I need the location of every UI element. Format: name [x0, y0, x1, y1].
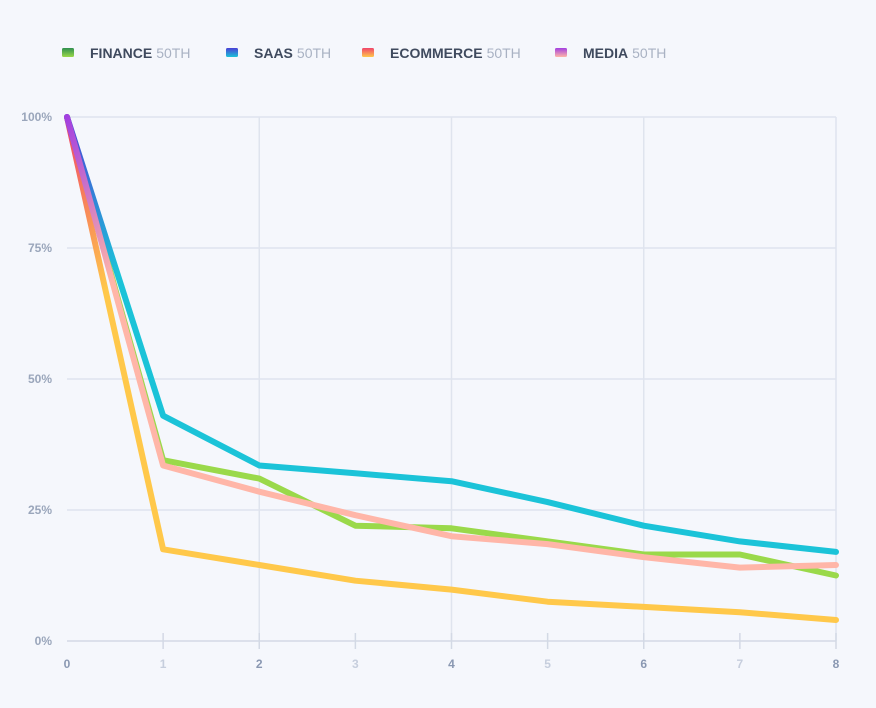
- x-tick-label: 4: [448, 657, 455, 671]
- y-tick-label: 100%: [21, 110, 52, 124]
- legend-series-name: FINANCE: [90, 45, 152, 61]
- y-tick-label: 25%: [28, 503, 52, 517]
- legend-swatch: [226, 48, 238, 57]
- x-tick-label: 0: [64, 657, 71, 671]
- grid-lines: [67, 116, 837, 641]
- x-tick-label: 1: [160, 657, 167, 671]
- legend-item-saas: SAAS 50TH: [226, 45, 331, 61]
- series-lines: [64, 114, 839, 623]
- series-line-finance: [64, 114, 839, 579]
- legend-series-name: MEDIA: [583, 45, 628, 61]
- x-tick-label: 7: [737, 657, 744, 671]
- y-tick-label: 50%: [28, 372, 52, 386]
- y-tick-label: 0%: [35, 634, 53, 648]
- legend-percentile: 50TH: [487, 45, 521, 61]
- x-tick-label: 3: [352, 657, 359, 671]
- x-tick-label: 2: [256, 657, 263, 671]
- series-line-ecommerce: [64, 114, 839, 623]
- x-tick-label: 6: [640, 657, 647, 671]
- legend-series-name: SAAS: [254, 45, 293, 61]
- series-line-saas: [64, 114, 839, 555]
- legend-swatch: [555, 48, 567, 57]
- legend-series-name: ECOMMERCE: [390, 45, 483, 61]
- axes: 0% 25% 50% 75% 100% 0 1 2 3 4 5 6 7 8: [21, 110, 839, 671]
- legend-swatch: [362, 48, 374, 57]
- legend-item-finance: FINANCE 50TH: [62, 45, 190, 61]
- legend-item-ecommerce: ECOMMERCE 50TH: [362, 45, 521, 61]
- legend-label: SAAS 50TH: [254, 45, 331, 61]
- x-tick-label: 5: [544, 657, 551, 671]
- chart-legend: FINANCE 50TH SAAS 50TH ECOMMERCE 50TH MEDIA 50T…: [62, 45, 666, 61]
- legend-label: FINANCE 50TH: [90, 45, 190, 61]
- legend-percentile: 50TH: [632, 45, 666, 61]
- legend-label: MEDIA 50TH: [583, 45, 666, 61]
- legend-swatch: [62, 48, 74, 57]
- legend-percentile: 50TH: [297, 45, 331, 61]
- legend-item-media: MEDIA 50TH: [555, 45, 666, 61]
- x-tick-label: 8: [833, 657, 840, 671]
- series-line-media: [64, 114, 839, 571]
- y-tick-label: 75%: [28, 241, 52, 255]
- legend-label: ECOMMERCE 50TH: [390, 45, 521, 61]
- legend-percentile: 50TH: [156, 45, 190, 61]
